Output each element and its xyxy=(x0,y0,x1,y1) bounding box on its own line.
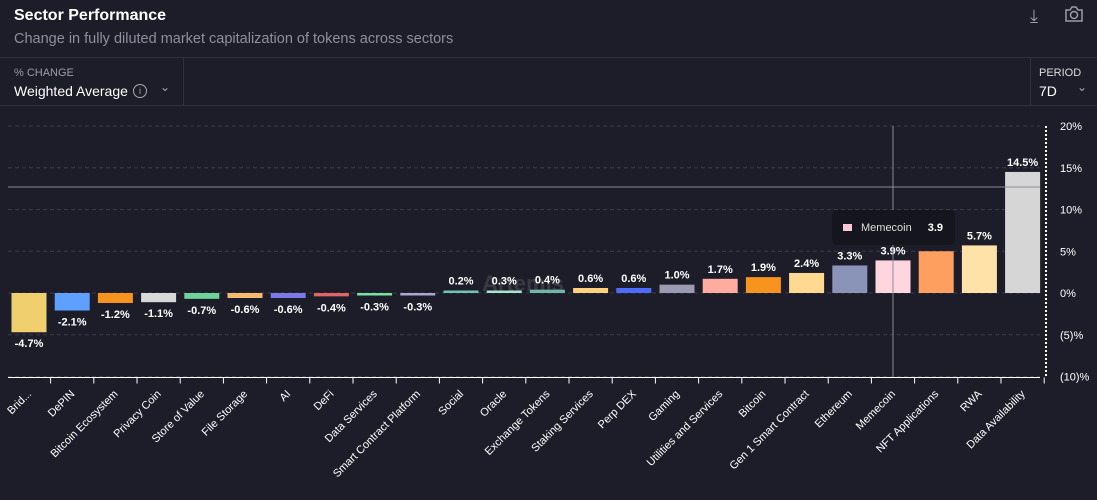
x-tick-label: Gen 1 Smart Contract xyxy=(728,388,812,472)
period-dropdown[interactable]: PERIOD 7D ⌄ xyxy=(1039,58,1094,106)
x-tick-label: Ethereum xyxy=(813,388,855,430)
y-tick-label: (5)% xyxy=(1060,330,1083,342)
bar-staking-services xyxy=(573,287,609,293)
chart-title: Sector Performance xyxy=(14,7,167,24)
y-tick-label: 0% xyxy=(1060,288,1076,300)
data-label: -0.6% xyxy=(231,304,260,316)
data-label: -0.3% xyxy=(360,302,389,314)
camera-icon[interactable] xyxy=(1064,5,1084,28)
x-tick-label: Perp DEX xyxy=(596,388,640,432)
data-label: -1.1% xyxy=(144,308,173,320)
data-label: 0.6% xyxy=(621,273,646,285)
bar-depin xyxy=(54,293,90,311)
bar-defi xyxy=(313,293,349,297)
period-value: 7D xyxy=(1039,83,1057,99)
chevron-down-icon: ⌄ xyxy=(1077,80,1088,94)
tooltip-name: Memecoin xyxy=(861,221,912,234)
bar-bitcoin-ecosystem xyxy=(97,293,133,304)
tooltip-value: 3.9 xyxy=(927,221,943,234)
data-label: 5.7% xyxy=(967,230,992,242)
bar-privacy-coin xyxy=(141,293,177,303)
metric-dropdown[interactable]: % CHANGE Weighted Average i ⌄ xyxy=(14,58,184,106)
download-icon[interactable]: ⤓ xyxy=(1030,6,1038,26)
data-label: 1.7% xyxy=(708,264,733,276)
data-label: -0.4% xyxy=(317,302,346,314)
data-label: -0.3% xyxy=(403,302,432,314)
bar-smart-contract-platform xyxy=(400,293,436,296)
metric-label: % CHANGE xyxy=(14,67,74,79)
data-label: 3.3% xyxy=(837,250,862,262)
x-tick-label: DeFi xyxy=(312,388,337,413)
tooltip-swatch xyxy=(843,224,852,231)
data-label: -2.1% xyxy=(58,317,87,329)
chart-subtitle: Change in fully diluted market capitaliz… xyxy=(14,31,454,47)
bar-ai xyxy=(270,293,306,299)
data-label: 2.4% xyxy=(794,258,819,270)
info-icon[interactable]: i xyxy=(133,84,147,98)
data-label: -4.7% xyxy=(15,338,44,350)
y-tick-label: 5% xyxy=(1060,246,1076,258)
x-tick-label: Gaming xyxy=(646,388,682,424)
data-label: 0.4% xyxy=(535,275,560,287)
bar-bitcoin xyxy=(745,277,781,293)
bar-exchange-tokens xyxy=(529,289,565,293)
data-label: 0.3% xyxy=(492,275,517,287)
divider xyxy=(1030,58,1031,106)
y-tick-label: 15% xyxy=(1060,163,1082,175)
x-tick-label: Oracle xyxy=(478,388,509,419)
x-tick-label: Memecoin xyxy=(854,388,898,432)
data-label: -0.7% xyxy=(187,305,216,317)
x-tick-label: Brid... xyxy=(5,388,34,417)
data-label: -1.2% xyxy=(101,309,130,321)
data-label: -0.6% xyxy=(274,304,303,316)
x-tick-label: Bitcoin xyxy=(737,388,769,420)
tooltip: Memecoin 3.9 xyxy=(832,210,955,245)
metric-value: Weighted Average xyxy=(14,83,128,99)
bar-gaming xyxy=(659,284,695,293)
x-tick-label: DePIN xyxy=(46,388,77,419)
bar-nft-applications xyxy=(918,251,954,293)
period-label: PERIOD xyxy=(1039,67,1082,79)
x-tick-label: Smart Contract Platform xyxy=(331,388,423,480)
bar-oracle xyxy=(486,290,522,293)
data-label: 0.6% xyxy=(578,273,603,285)
bar-gen-1-smart-contract xyxy=(789,272,825,293)
bar-brid- xyxy=(11,293,47,333)
data-label: 14.5% xyxy=(1007,157,1038,169)
bar-rwa xyxy=(961,245,997,293)
chevron-down-icon: ⌄ xyxy=(160,80,171,94)
bar-ethereum xyxy=(832,265,868,293)
divider xyxy=(183,58,184,106)
data-label: 0.2% xyxy=(448,276,473,288)
x-tick-label: File Storage xyxy=(200,388,250,438)
data-label: 1.0% xyxy=(664,270,689,282)
bar-file-storage xyxy=(227,293,263,299)
chart-controls: % CHANGE Weighted Average i ⌄ PERIOD 7D … xyxy=(0,57,1097,106)
y-tick-label: 20% xyxy=(1060,121,1082,133)
bar-social xyxy=(443,290,479,293)
bar-data-availability xyxy=(1005,171,1041,293)
x-tick-label: Social xyxy=(436,388,466,418)
bar-chart: 20%15%10%5%0%(5)%(10)%Artemis-4.7%Brid..… xyxy=(5,121,1090,480)
bar-perp-dex xyxy=(616,287,652,293)
bar-data-services xyxy=(357,293,393,296)
bar-utilities-and-services xyxy=(702,278,738,293)
x-tick-label: AI xyxy=(277,388,293,404)
y-tick-label: (10)% xyxy=(1060,372,1090,384)
x-tick-label: RWA xyxy=(958,388,985,415)
y-tick-label: 10% xyxy=(1060,205,1082,217)
data-label: 1.9% xyxy=(751,262,776,274)
x-tick-label: Utilities and Services xyxy=(645,388,726,469)
bar-store-of-value xyxy=(184,293,220,299)
